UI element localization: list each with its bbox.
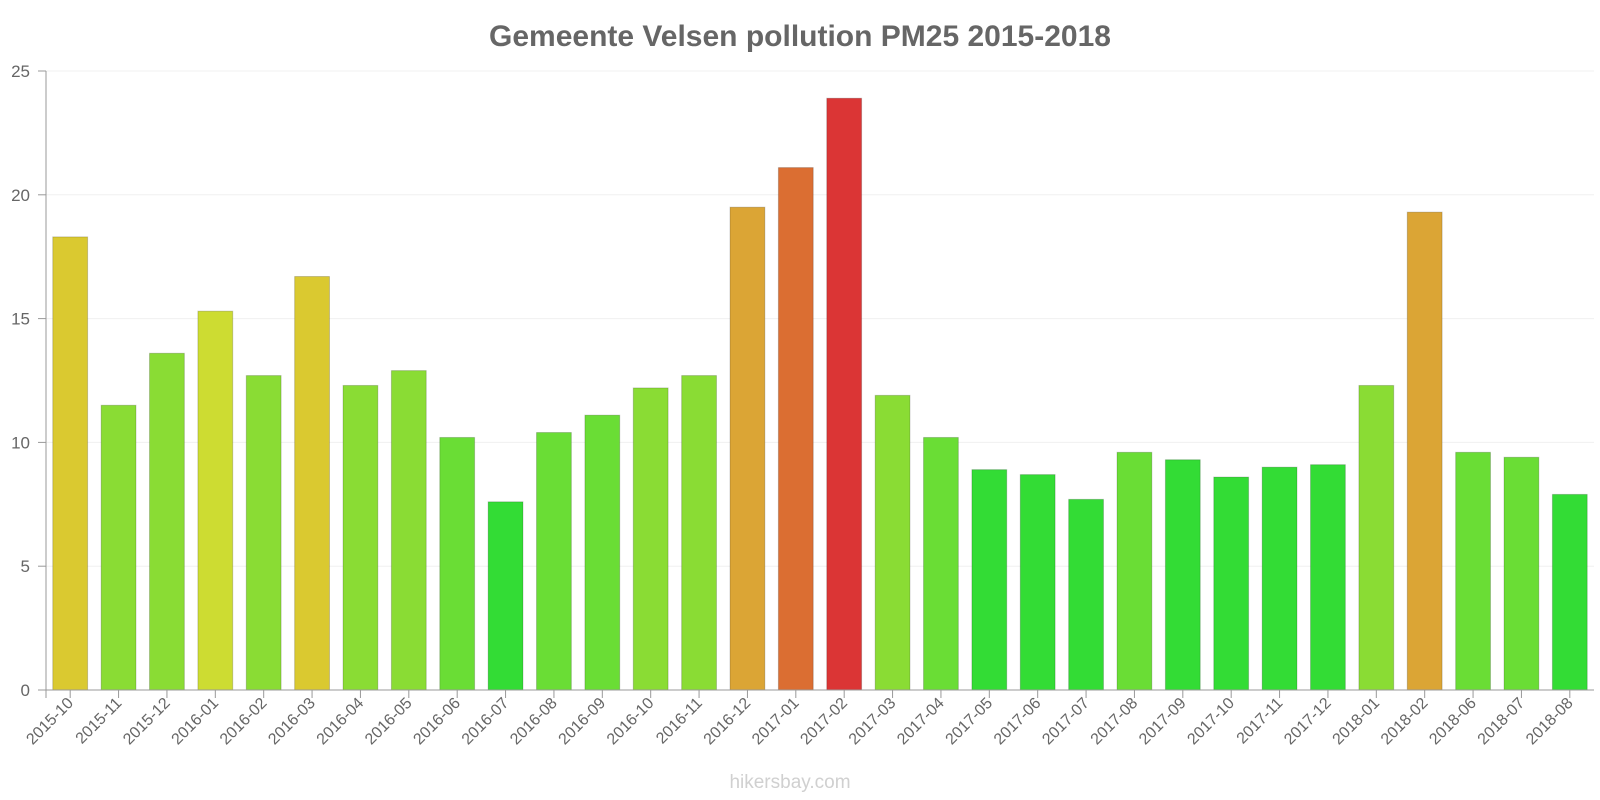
y-tick-labels: 0 5 10 15 20 25 — [11, 62, 30, 700]
x-tick-label: 2017-05 — [943, 695, 997, 749]
bar-2016-08 — [536, 432, 572, 691]
y-tick-label: 10 — [11, 433, 30, 452]
y-tick-label: 5 — [21, 557, 30, 576]
x-tick-label: 2017-08 — [1088, 695, 1142, 749]
x-tick-label: 2017-06 — [991, 695, 1045, 749]
x-tick-label: 2016-03 — [265, 695, 319, 749]
x-tick-label: 2017-02 — [797, 695, 851, 749]
x-tick-label: 2015-11 — [73, 695, 126, 748]
x-tick-label: 2017-04 — [894, 695, 948, 749]
x-tick-label: 2016-08 — [507, 695, 561, 749]
bar-2017-11 — [1261, 466, 1298, 691]
x-tick-label: 2016-04 — [314, 695, 368, 749]
x-tick-label: 2018-07 — [1475, 695, 1529, 749]
y-tick-label: 25 — [11, 62, 30, 81]
y-tick-label: 20 — [11, 186, 30, 205]
bar-2017-01 — [777, 167, 814, 691]
bar-2017-02 — [826, 97, 863, 691]
bar-2015-12 — [149, 352, 185, 691]
bar-2017-05 — [971, 469, 1008, 691]
x-tick-label: 2016-07 — [459, 695, 513, 749]
bar-2017-06 — [1019, 474, 1056, 691]
x-tick-label: 2015-12 — [120, 695, 174, 749]
x-tick-labels: 2015-102015-112015-122016-012016-022016-… — [23, 695, 1576, 749]
bar-2016-04 — [342, 384, 379, 691]
x-tick-label: 2017-10 — [1184, 695, 1238, 749]
x-tick-label: 2018-02 — [1378, 695, 1432, 749]
bar-2017-04 — [923, 436, 959, 691]
bar-2018-07 — [1503, 456, 1540, 691]
bar-2017-09 — [1164, 459, 1201, 691]
bar-2018-06 — [1455, 451, 1491, 691]
bar-2016-03 — [294, 276, 330, 691]
y-tick-label: 0 — [21, 681, 30, 700]
bar-2018-08 — [1551, 493, 1588, 691]
x-tick-label: 2016-01 — [169, 695, 223, 749]
x-tick-label: 2017-07 — [1039, 695, 1093, 749]
x-tick-label: 2018-06 — [1426, 695, 1480, 749]
x-tick-label: 2017-03 — [846, 695, 900, 749]
chart-title: Gemeente Velsen pollution PM25 2015-2018 — [489, 20, 1111, 53]
x-tick-label: 2016-12 — [701, 695, 755, 749]
bar-2017-07 — [1068, 498, 1104, 691]
bar-2018-02 — [1406, 211, 1443, 691]
y-tick-label: 15 — [11, 310, 30, 329]
bar-2017-08 — [1116, 451, 1153, 691]
watermark: hikersbay.com — [729, 772, 850, 793]
x-tick-label: 2016-06 — [410, 695, 464, 749]
bar-2017-03 — [874, 394, 911, 691]
bar-2016-06 — [439, 436, 476, 691]
bar-2016-02 — [245, 375, 282, 691]
x-tick-label: 2017-11 — [1234, 695, 1287, 748]
x-tick-label: 2016-11 — [653, 695, 706, 748]
x-tick-label: 2017-12 — [1281, 695, 1335, 749]
bar-2015-11 — [100, 404, 137, 691]
bar-2017-12 — [1310, 464, 1346, 691]
bar-2016-01 — [197, 310, 234, 691]
x-tick-label: 2015-10 — [23, 695, 77, 749]
x-tick-label: 2017-09 — [1136, 695, 1190, 749]
bar-2018-01 — [1358, 384, 1395, 691]
bar-2016-05 — [390, 370, 427, 691]
axes — [38, 70, 1594, 698]
x-tick-label: 2016-05 — [362, 695, 416, 749]
bar-2015-10 — [52, 236, 89, 691]
bar-2016-12 — [729, 206, 766, 691]
bar-2016-10 — [632, 387, 669, 691]
x-tick-label: 2018-01 — [1330, 695, 1384, 749]
bar-2016-07 — [487, 501, 524, 691]
bar-2016-09 — [584, 414, 621, 691]
bars — [52, 97, 1588, 691]
x-tick-label: 2017-01 — [749, 695, 803, 749]
bar-2017-10 — [1213, 476, 1250, 691]
x-tick-label: 2018-08 — [1523, 695, 1577, 749]
x-tick-label: 2016-02 — [217, 695, 271, 749]
x-tick-label: 2016-09 — [556, 695, 610, 749]
bar-2016-11 — [681, 375, 717, 691]
x-tick-label: 2016-10 — [604, 695, 658, 749]
